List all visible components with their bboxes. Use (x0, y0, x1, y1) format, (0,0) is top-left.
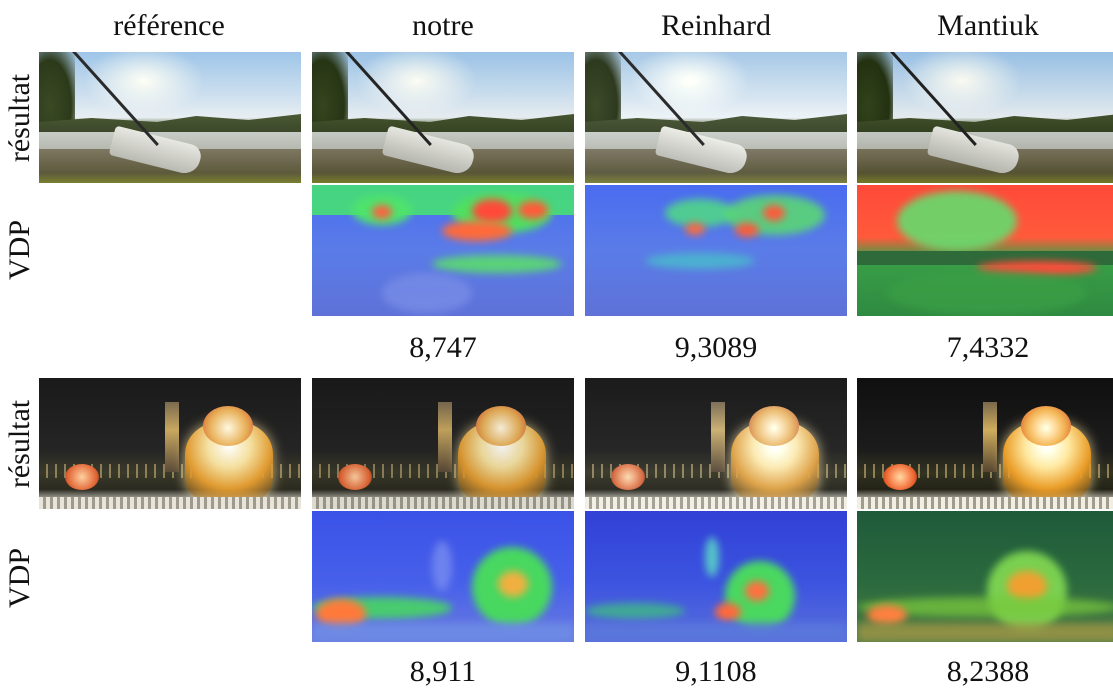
score-boat-ours: 8,747 (409, 331, 477, 364)
image-night-reference (39, 378, 301, 509)
column-header-reinhard: Reinhard (661, 9, 771, 42)
column-header-reference: référence (113, 9, 225, 42)
image-boat-reinhard (585, 52, 847, 183)
score-night-ours: 8,911 (409, 655, 477, 688)
row-label-vdp-1: VDP (3, 219, 36, 281)
column-header-ours: notre (412, 9, 474, 42)
image-night-mantiuk (857, 378, 1113, 509)
row-label-result-1: résultat (3, 73, 36, 163)
score-night-mantiuk: 8,2388 (946, 655, 1030, 688)
score-night-reinhard: 9,1108 (675, 655, 757, 688)
vdp-map-boat-reinhard (585, 185, 847, 316)
vdp-map-boat-mantiuk (857, 185, 1113, 316)
image-night-ours (312, 378, 574, 509)
column-header-mantiuk: Mantiuk (937, 9, 1039, 42)
vdp-map-boat-ours (312, 185, 574, 316)
image-night-reinhard (585, 378, 847, 509)
score-boat-mantiuk: 7,4332 (946, 331, 1030, 364)
row-label-result-2: résultat (3, 399, 36, 489)
row-label-vdp-2: VDP (3, 547, 36, 609)
vdp-map-night-ours (312, 511, 574, 642)
vdp-map-night-mantiuk (857, 511, 1113, 642)
image-boat-reference (39, 52, 301, 183)
image-boat-ours (312, 52, 574, 183)
score-boat-reinhard: 9,3089 (674, 331, 758, 364)
image-boat-mantiuk (857, 52, 1113, 183)
vdp-map-night-reinhard (585, 511, 847, 642)
